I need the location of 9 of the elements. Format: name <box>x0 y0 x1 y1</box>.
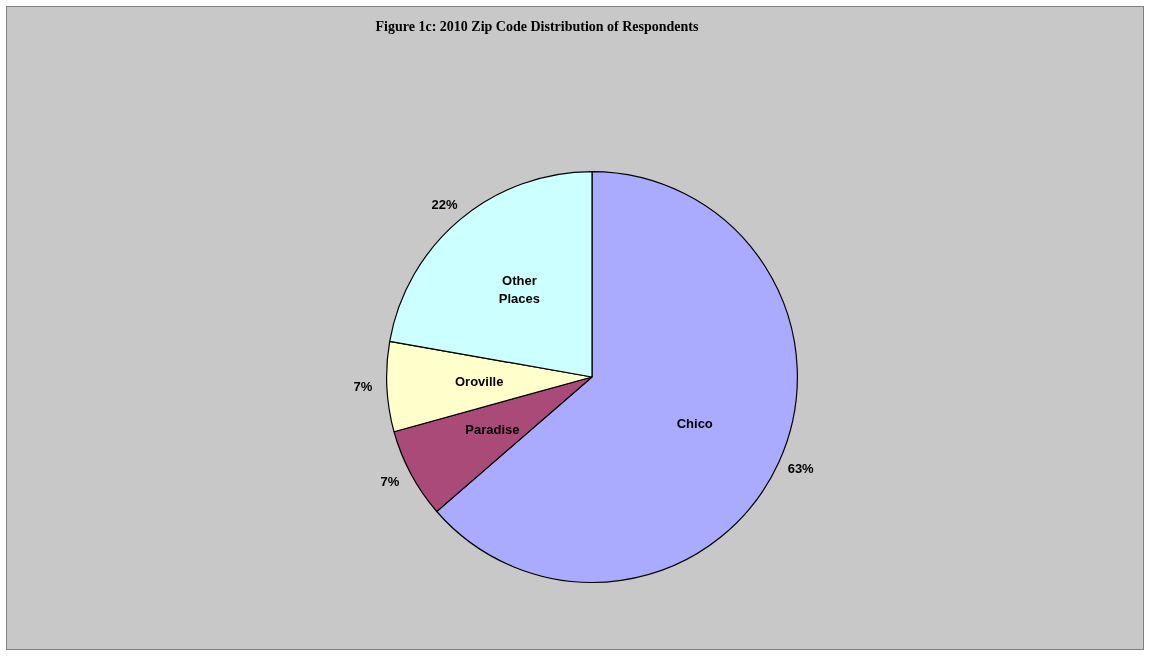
data-label: 63% <box>787 461 815 477</box>
data-label: 7% <box>380 474 400 490</box>
data-label: 7% <box>353 379 373 395</box>
chart-title: Figure 1c: 2010 Zip Code Distribution of Respondents <box>374 19 700 35</box>
slice-label: Paradise <box>465 421 520 437</box>
slice-label: Oroville <box>454 373 504 389</box>
slice-label: Chico <box>676 415 713 431</box>
data-label: 22% <box>431 197 458 213</box>
slice-label: Other Places <box>498 273 540 307</box>
